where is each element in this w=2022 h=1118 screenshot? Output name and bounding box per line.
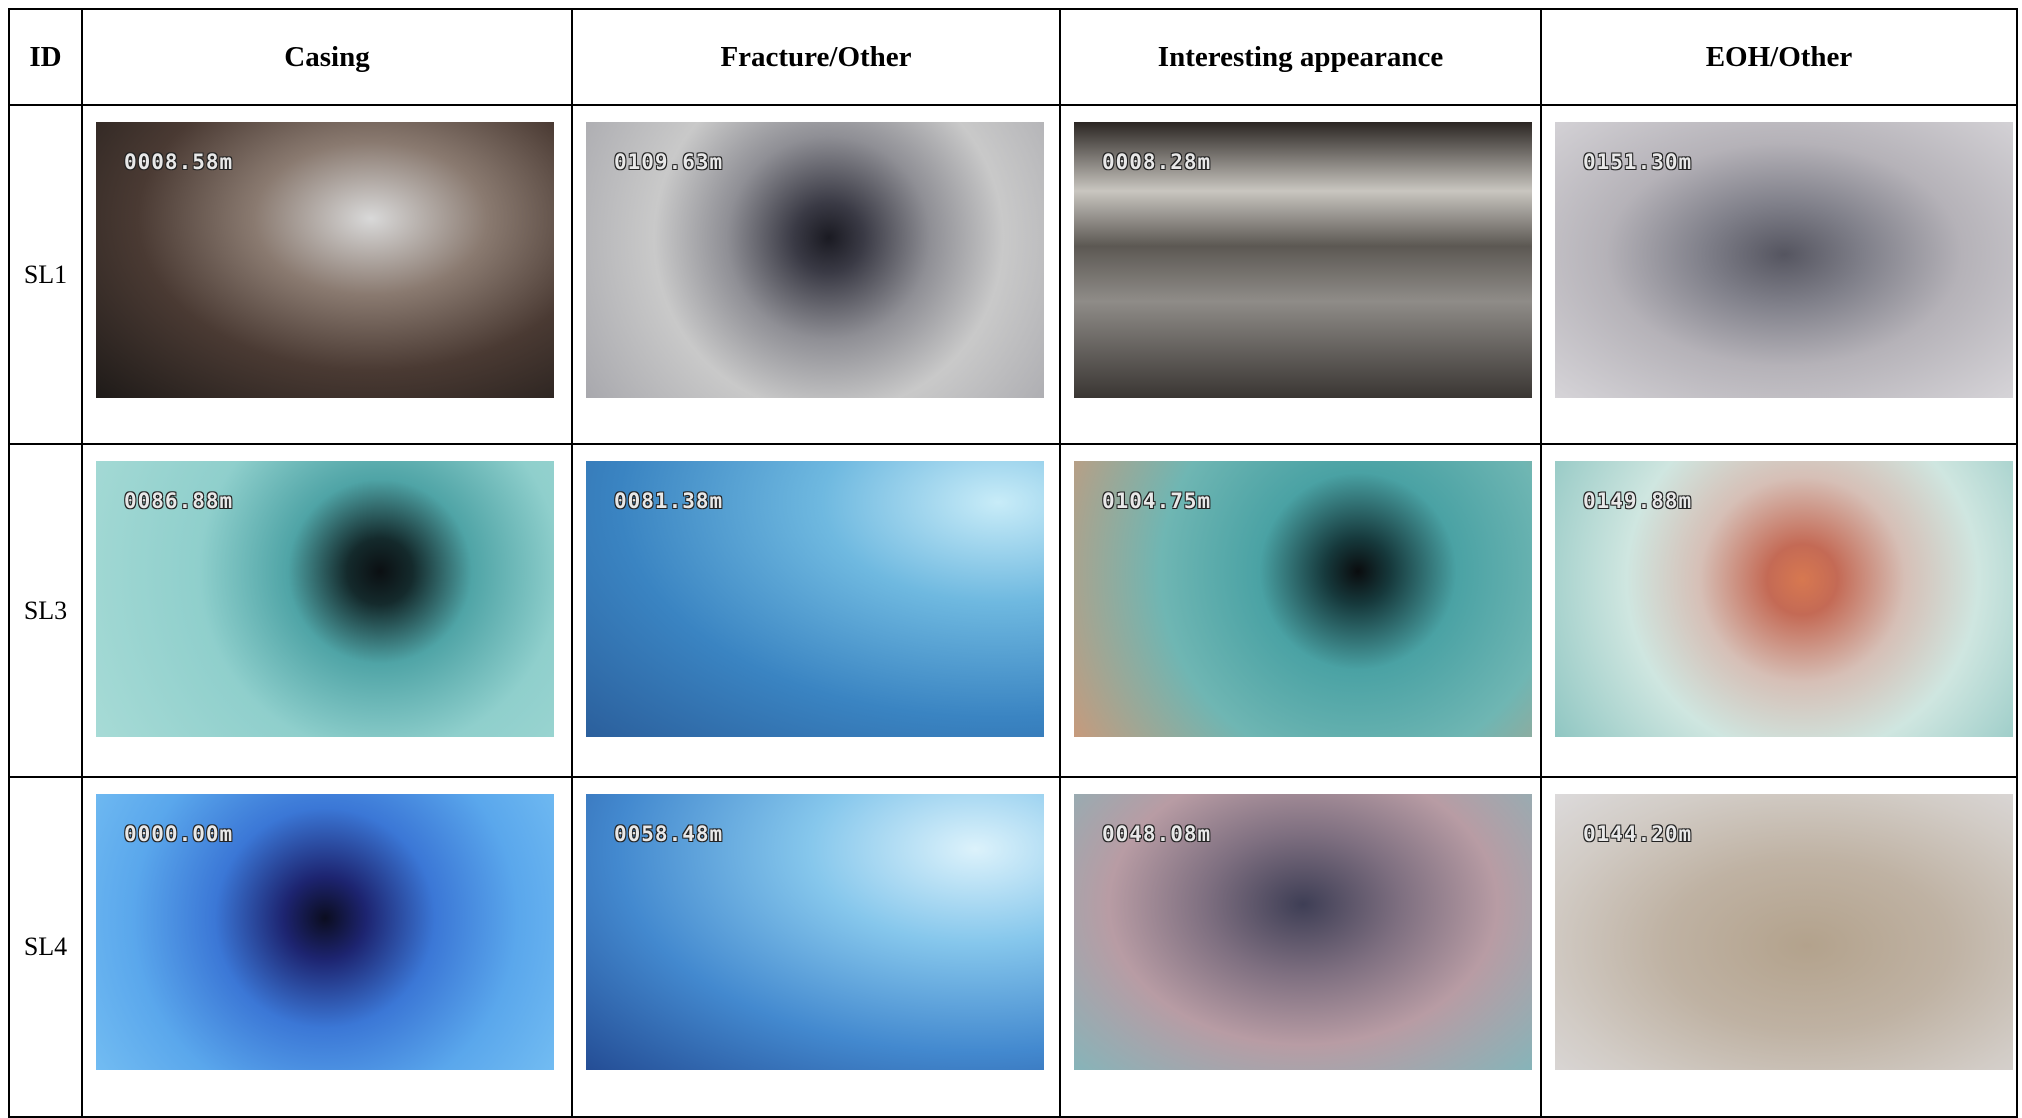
camera-image: 0081.38m [586, 461, 1044, 737]
camera-image: 0144.20m [1555, 794, 2013, 1070]
depth-label: 0008.28m [1102, 150, 1212, 174]
depth-label: 0000.00m [124, 822, 234, 846]
image-cell: 0151.30m [1540, 104, 2018, 445]
depth-label: 0081.38m [614, 489, 724, 513]
depth-label: 0086.88m [124, 489, 234, 513]
depth-label: 0008.58m [124, 150, 234, 174]
row-id: SL4 [8, 776, 83, 1118]
image-cell: 0000.00m [81, 776, 573, 1118]
camera-image: 0149.88m [1555, 461, 2013, 737]
image-cell: 0008.58m [81, 104, 573, 445]
image-cell: 0104.75m [1059, 443, 1542, 778]
column-header: Fracture/Other [571, 8, 1061, 106]
camera-image: 0008.28m [1074, 122, 1532, 398]
depth-label: 0151.30m [1583, 150, 1693, 174]
depth-label: 0104.75m [1102, 489, 1212, 513]
column-header: Casing [81, 8, 573, 106]
column-header: ID [8, 8, 83, 106]
camera-image: 0086.88m [96, 461, 554, 737]
image-cell: 0109.63m [571, 104, 1061, 445]
camera-image: 0008.58m [96, 122, 554, 398]
image-cell: 0149.88m [1540, 443, 2018, 778]
table-row: SL3 0086.88m 0081.38m 0104.75m 0149.88m [8, 443, 2018, 778]
depth-label: 0149.88m [1583, 489, 1693, 513]
row-id: SL1 [8, 104, 83, 445]
image-cell: 0081.38m [571, 443, 1061, 778]
camera-image: 0109.63m [586, 122, 1044, 398]
table-body: SL1 0008.58m 0109.63m 0008.28m 0151.30m SL3 00… [8, 104, 2018, 1118]
depth-label: 0109.63m [614, 150, 724, 174]
image-cell: 0058.48m [571, 776, 1061, 1118]
column-header: EOH/Other [1540, 8, 2018, 106]
row-id: SL3 [8, 443, 83, 778]
column-header: Interesting appearance [1059, 8, 1542, 106]
depth-label: 0058.48m [614, 822, 724, 846]
camera-image: 0151.30m [1555, 122, 2013, 398]
camera-image: 0104.75m [1074, 461, 1532, 737]
depth-label: 0048.08m [1102, 822, 1212, 846]
depth-label: 0144.20m [1583, 822, 1693, 846]
table: ID Casing Fracture/Other Interesting appear… [8, 8, 2018, 1118]
image-cell: 0144.20m [1540, 776, 2018, 1118]
header-row: ID Casing Fracture/Other Interesting appear… [8, 8, 2018, 106]
table-row: SL4 0000.00m 0058.48m 0048.08m 0144.20m [8, 776, 2018, 1118]
table-row: SL1 0008.58m 0109.63m 0008.28m 0151.30m [8, 104, 2018, 445]
image-cell: 0086.88m [81, 443, 573, 778]
camera-image: 0058.48m [586, 794, 1044, 1070]
image-cell: 0048.08m [1059, 776, 1542, 1118]
image-cell: 0008.28m [1059, 104, 1542, 445]
camera-image: 0048.08m [1074, 794, 1532, 1070]
camera-image: 0000.00m [96, 794, 554, 1070]
